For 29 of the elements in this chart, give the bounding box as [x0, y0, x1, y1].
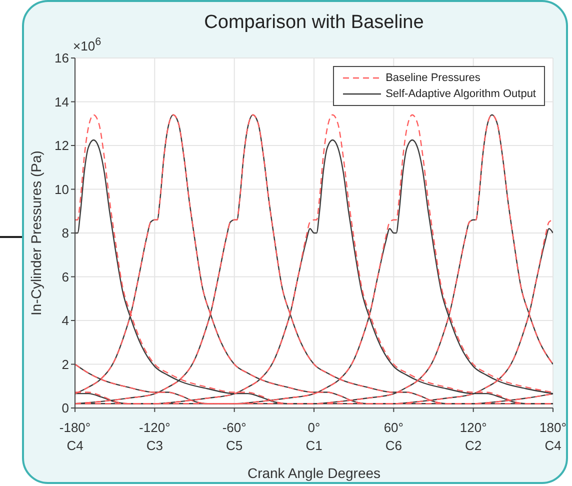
y-tick-label: 6 — [62, 269, 69, 284]
x-tick-label: 180° — [540, 420, 566, 435]
chart-title: Comparison with Baseline — [203, 12, 425, 34]
x-tick-label: -120° — [139, 420, 170, 435]
x-tick-label: 0° — [308, 420, 320, 435]
y-tick-label: 16 — [54, 50, 69, 66]
y-tick-label: 2 — [62, 356, 69, 372]
y-tick-label: 10 — [54, 182, 69, 197]
text: C1 — [304, 438, 324, 453]
y-tick-label: 14 — [54, 94, 69, 110]
x-tick-label: 120° — [460, 420, 487, 435]
legend-label: Self-Adaptive Algorithm Output — [386, 88, 536, 100]
y-tick-label: 8 — [62, 226, 69, 241]
text: C4 — [66, 438, 84, 453]
y-tick-label: 4 — [62, 313, 69, 328]
text: C2 — [464, 438, 483, 453]
y-axis-title: In-Cylinder Pressures (Pa) — [28, 150, 44, 316]
x-tick-label: -60° — [222, 420, 246, 435]
x-tick-label: -180° — [59, 420, 91, 435]
x-axis-title: Crank Angle Degrees — [247, 465, 381, 481]
legend-label: Baseline Pressures — [386, 72, 480, 84]
text: C3 — [145, 438, 164, 453]
text: C6 — [384, 438, 403, 453]
x-tick-label: 60° — [384, 420, 404, 435]
y-tick-label: 0 — [62, 400, 69, 416]
text: C4 — [544, 438, 562, 453]
text: C5 — [225, 438, 244, 453]
y-tick-label: 12 — [54, 138, 69, 154]
text: ×10$^{6}$ — [73, 36, 102, 54]
